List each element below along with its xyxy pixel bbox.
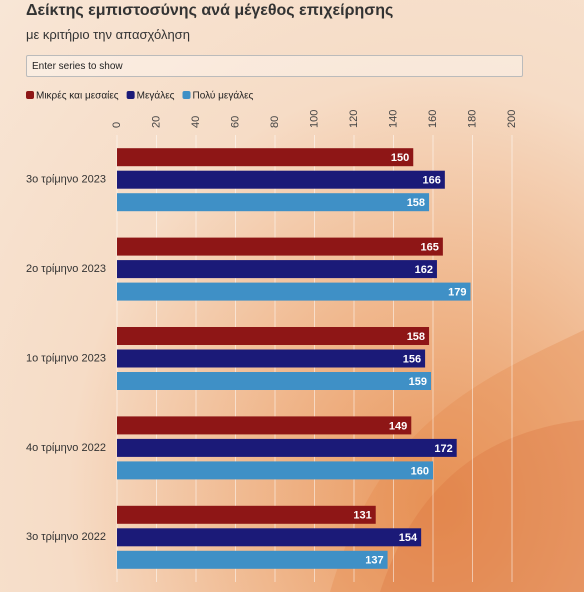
value-label: 158: [407, 331, 425, 343]
value-label: 158: [407, 197, 425, 209]
bar: [117, 260, 437, 279]
value-label: 165: [421, 242, 439, 254]
value-label: 160: [411, 465, 429, 477]
legend-label: Μικρές και μεσαίες: [36, 90, 119, 102]
value-label: 131: [353, 510, 371, 522]
legend-label: Πολύ μεγάλες: [193, 90, 254, 102]
x-tick-label: 180: [466, 110, 478, 128]
bar: [117, 505, 376, 524]
bar: [117, 349, 426, 368]
value-label: 166: [422, 175, 440, 187]
legend-label: Μεγάλες: [137, 90, 175, 102]
x-tick-label: 40: [190, 116, 202, 128]
y-tick-label: 4ο τρίμηνο 2022: [26, 442, 106, 454]
y-tick-label: 3ο τρίμηνο 2023: [26, 174, 106, 186]
x-tick-label: 160: [427, 110, 439, 128]
x-tick-label: 100: [308, 110, 320, 128]
legend-swatch: [182, 91, 191, 99]
legend-swatch: [26, 91, 34, 99]
value-label: 156: [403, 353, 421, 365]
x-tick-label: 200: [506, 110, 518, 128]
chart-title: Δείκτης εμπιστοσύνης ανά μέγεθος επιχείρ…: [26, 2, 394, 19]
bar: [117, 148, 414, 167]
y-tick-label: 3ο τρίμηνο 2022: [26, 531, 106, 543]
series-search[interactable]: Enter series to show: [26, 55, 523, 77]
x-tick-label: 60: [229, 116, 241, 128]
value-label: 172: [434, 443, 452, 455]
bar: [117, 372, 432, 390]
bar: [117, 461, 433, 480]
value-label: 159: [409, 376, 427, 388]
bar: [117, 237, 443, 256]
value-label: 179: [448, 287, 466, 299]
bar: [117, 438, 457, 457]
x-tick-label: 20: [150, 116, 162, 128]
value-label: 137: [365, 555, 383, 567]
bar: [117, 170, 445, 189]
x-tick-label: 80: [269, 116, 281, 128]
legend-swatch: [126, 91, 135, 99]
chart-subtitle: με κριτήριο την απασχόληση: [26, 27, 190, 42]
bar: [117, 528, 422, 547]
x-tick-label: 0: [111, 122, 123, 128]
decoration: [380, 420, 584, 592]
y-tick-label: 1ο τρίμηνο 2023: [26, 352, 106, 364]
bar: [117, 193, 430, 212]
value-label: 150: [391, 152, 409, 164]
bar: [117, 550, 388, 569]
value-label: 149: [389, 420, 407, 432]
bar: [117, 416, 412, 435]
value-label: 154: [399, 532, 418, 544]
x-tick-label: 140: [387, 110, 399, 128]
x-tick-label: 120: [348, 110, 360, 128]
bar: [117, 282, 471, 301]
y-tick-label: 2ο τρίμηνο 2023: [26, 263, 106, 275]
bar: [117, 327, 430, 345]
value-label: 162: [415, 264, 433, 276]
